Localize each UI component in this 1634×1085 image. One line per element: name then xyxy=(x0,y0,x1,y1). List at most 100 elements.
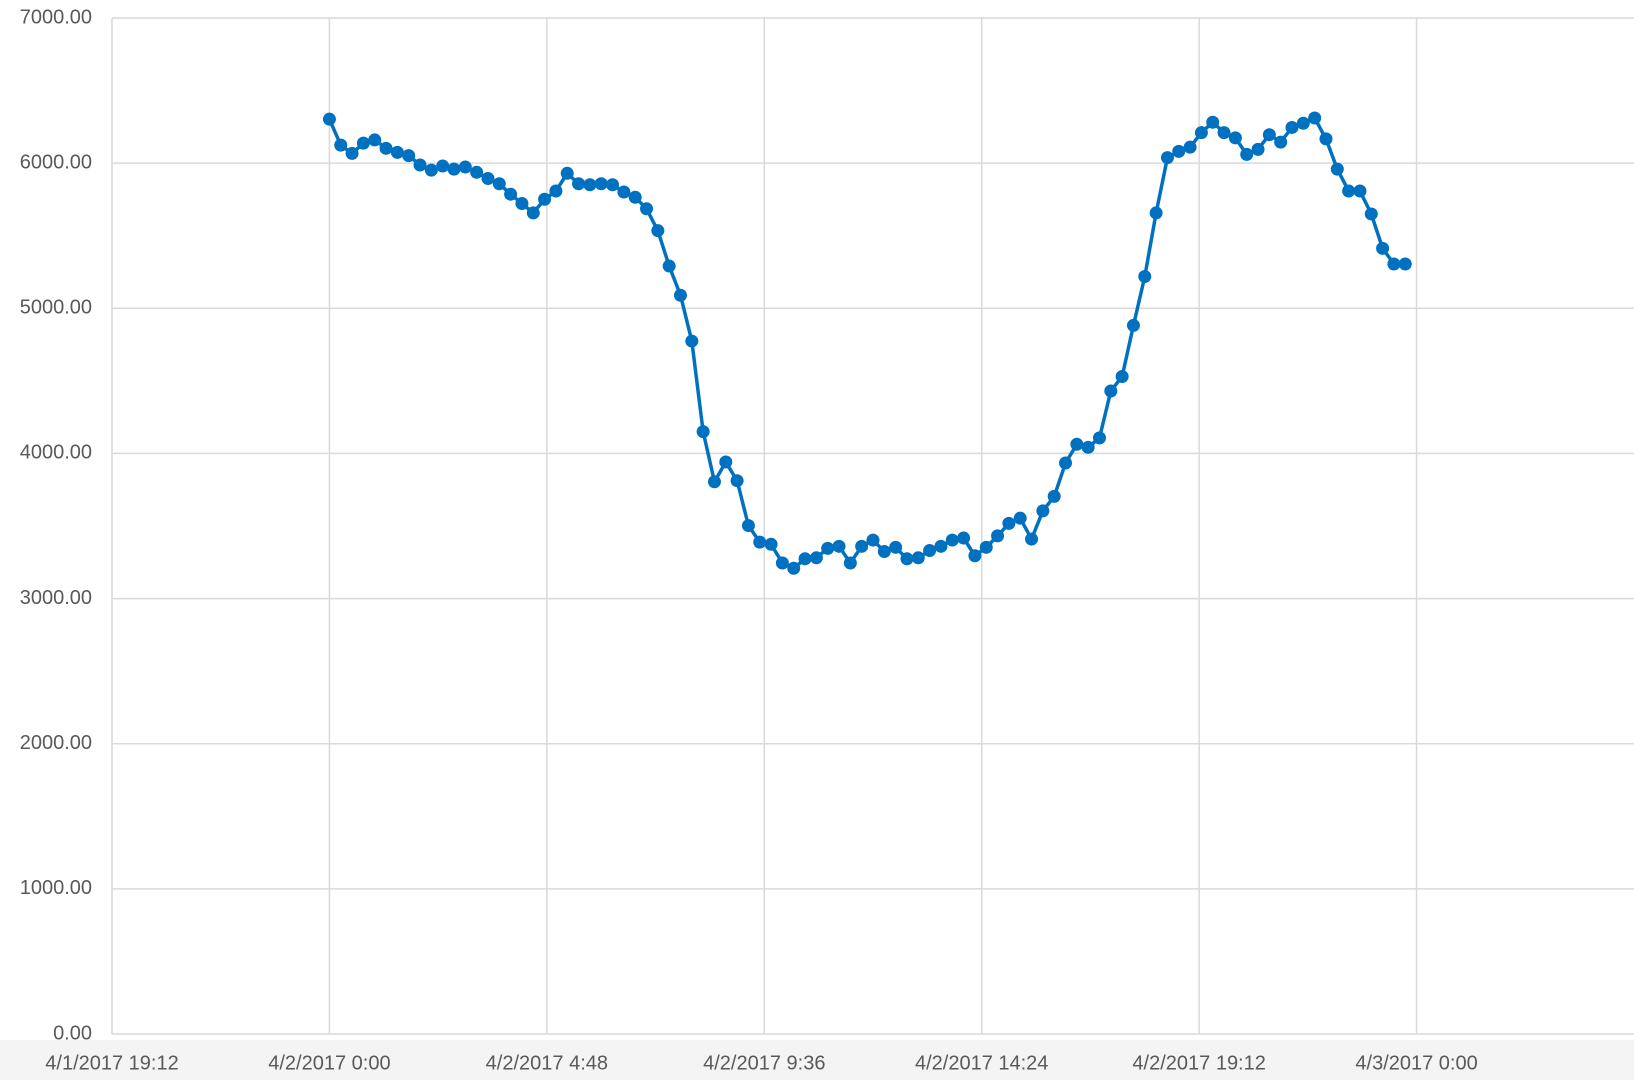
marker xyxy=(753,535,767,549)
marker xyxy=(821,541,835,555)
marker xyxy=(322,112,336,126)
marker xyxy=(583,178,597,192)
marker xyxy=(1013,511,1027,525)
y-tick-label: 6000.00 xyxy=(20,151,92,173)
marker xyxy=(1376,241,1390,255)
y-tick-label: 1000.00 xyxy=(20,877,92,899)
marker xyxy=(662,259,676,273)
marker xyxy=(334,138,348,152)
marker xyxy=(1206,115,1220,129)
marker xyxy=(515,196,529,210)
marker xyxy=(1138,269,1152,283)
x-tick-label: 4/2/2017 14:24 xyxy=(915,1052,1048,1074)
x-tick-label: 4/2/2017 19:12 xyxy=(1132,1052,1265,1074)
marker xyxy=(991,529,1005,543)
marker xyxy=(1183,140,1197,154)
marker xyxy=(1070,437,1084,451)
y-tick-label: 3000.00 xyxy=(20,587,92,609)
marker xyxy=(1262,128,1276,142)
marker xyxy=(809,551,823,565)
marker xyxy=(1092,431,1106,445)
marker xyxy=(572,177,586,191)
y-tick-label: 7000.00 xyxy=(20,6,92,28)
marker xyxy=(843,556,857,570)
x-tick-label: 4/2/2017 4:48 xyxy=(486,1052,608,1074)
marker xyxy=(1160,151,1174,165)
marker xyxy=(458,160,472,174)
marker xyxy=(979,540,993,554)
y-tick-label: 5000.00 xyxy=(20,297,92,319)
marker xyxy=(957,531,971,545)
marker xyxy=(1002,516,1016,530)
marker xyxy=(1353,184,1367,198)
marker xyxy=(945,533,959,547)
marker xyxy=(1342,184,1356,198)
marker xyxy=(1172,144,1186,158)
marker xyxy=(1308,111,1322,125)
marker xyxy=(504,187,518,201)
marker xyxy=(526,206,540,220)
marker xyxy=(1081,440,1095,454)
marker xyxy=(1251,142,1265,156)
marker xyxy=(1047,489,1061,503)
marker xyxy=(900,552,914,566)
marker xyxy=(787,561,801,575)
marker xyxy=(560,166,574,180)
marker xyxy=(1240,147,1254,161)
marker xyxy=(1330,162,1344,176)
marker xyxy=(594,177,608,191)
marker xyxy=(775,556,789,570)
marker xyxy=(798,552,812,566)
marker xyxy=(696,425,710,439)
y-tick-label: 2000.00 xyxy=(20,732,92,754)
marker xyxy=(1398,257,1412,271)
marker xyxy=(379,141,393,155)
marker xyxy=(1059,456,1073,470)
marker xyxy=(1104,384,1118,398)
marker xyxy=(730,474,744,488)
marker xyxy=(1387,257,1401,271)
x-tick-label: 4/1/2017 19:12 xyxy=(45,1052,178,1074)
y-tick-label: 4000.00 xyxy=(20,442,92,464)
marker xyxy=(424,163,438,177)
marker xyxy=(685,334,699,348)
marker xyxy=(606,178,620,192)
marker xyxy=(877,545,891,559)
line xyxy=(327,116,1406,570)
marker xyxy=(447,162,461,176)
marker xyxy=(1025,532,1039,546)
marker xyxy=(1228,131,1242,145)
axis-band xyxy=(0,1040,1634,1080)
marker xyxy=(889,540,903,554)
marker xyxy=(368,133,382,147)
marker xyxy=(402,149,416,163)
marker xyxy=(413,158,427,172)
marker xyxy=(1194,126,1208,140)
marker xyxy=(1296,116,1310,130)
marker xyxy=(1319,132,1333,146)
x-tick-label: 4/2/2017 0:00 xyxy=(268,1052,390,1074)
y-tick-label: 0.00 xyxy=(53,1022,92,1044)
marker xyxy=(1036,504,1050,518)
marker xyxy=(436,159,450,173)
marker xyxy=(640,202,654,216)
marker xyxy=(549,184,563,198)
marker xyxy=(968,549,982,563)
marker xyxy=(934,539,948,553)
marker xyxy=(492,177,506,191)
marker xyxy=(345,146,359,160)
marker xyxy=(923,544,937,558)
marker xyxy=(617,185,631,199)
marker xyxy=(741,519,755,533)
marker xyxy=(707,475,721,489)
marker xyxy=(1126,318,1140,332)
marker xyxy=(719,455,733,469)
marker xyxy=(390,145,404,159)
marker xyxy=(855,539,869,553)
x-tick-label: 4/3/2017 0:00 xyxy=(1355,1052,1477,1074)
marker xyxy=(651,224,665,238)
marker xyxy=(911,551,925,565)
marker xyxy=(832,539,846,553)
marker xyxy=(481,172,495,186)
